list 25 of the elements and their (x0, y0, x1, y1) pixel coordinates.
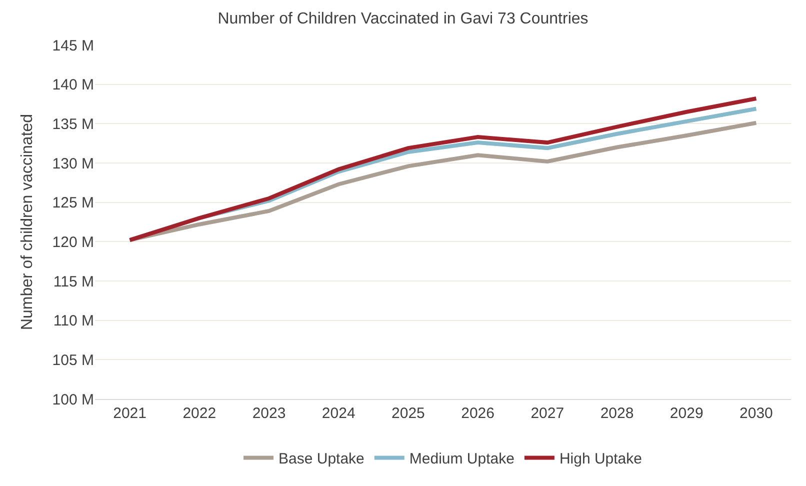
y-tick-label: 105 M (52, 352, 94, 369)
y-tick-label: 120 M (52, 234, 94, 251)
chart-title: Number of Children Vaccinated in Gavi 73 Countries (218, 10, 588, 28)
y-tick-label: 100 M (52, 391, 94, 408)
x-tick-label: 2027 (530, 405, 564, 422)
x-tick-label: 2025 (392, 405, 425, 422)
x-tick-label: 2022 (182, 405, 216, 422)
x-tick-label: 2023 (252, 405, 286, 422)
y-tick-label: 145 M (52, 37, 94, 54)
x-tick-label: 2028 (600, 405, 634, 422)
legend-label: High Uptake (559, 450, 642, 468)
legend-label: Medium Uptake (409, 450, 514, 468)
y-tick-label: 110 M (53, 312, 94, 330)
y-tick-label: 135 M (52, 116, 94, 133)
x-tick-label: 2024 (322, 405, 356, 422)
x-tick-label: 2026 (461, 405, 494, 422)
y-tick-label: 115 M (53, 273, 94, 290)
y-tick-label: 140 M (52, 76, 94, 94)
x-tick-label: 2021 (113, 405, 146, 422)
x-tick-label: 2030 (740, 405, 773, 422)
y-tick-label: 125 M (52, 194, 94, 212)
x-tick-label: 2029 (670, 405, 704, 422)
legend-label: Base Uptake (278, 450, 364, 468)
y-tick-label: 130 M (52, 155, 94, 172)
y-axis-title: Number of children vaccinated (19, 114, 36, 330)
